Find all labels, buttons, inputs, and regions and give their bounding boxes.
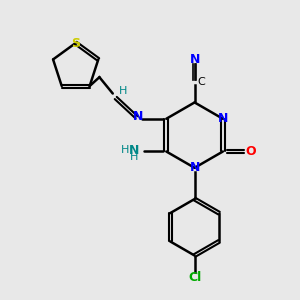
Text: N: N bbox=[189, 161, 200, 174]
Text: H: H bbox=[118, 86, 127, 96]
Text: N: N bbox=[133, 110, 143, 123]
Text: Cl: Cl bbox=[188, 271, 201, 284]
Text: N: N bbox=[218, 112, 228, 125]
Text: N: N bbox=[128, 143, 139, 157]
Text: H: H bbox=[122, 145, 130, 155]
Text: S: S bbox=[71, 37, 80, 50]
Text: O: O bbox=[245, 145, 256, 158]
Text: H: H bbox=[129, 152, 138, 162]
Text: C: C bbox=[197, 76, 205, 87]
Text: N: N bbox=[189, 53, 200, 66]
